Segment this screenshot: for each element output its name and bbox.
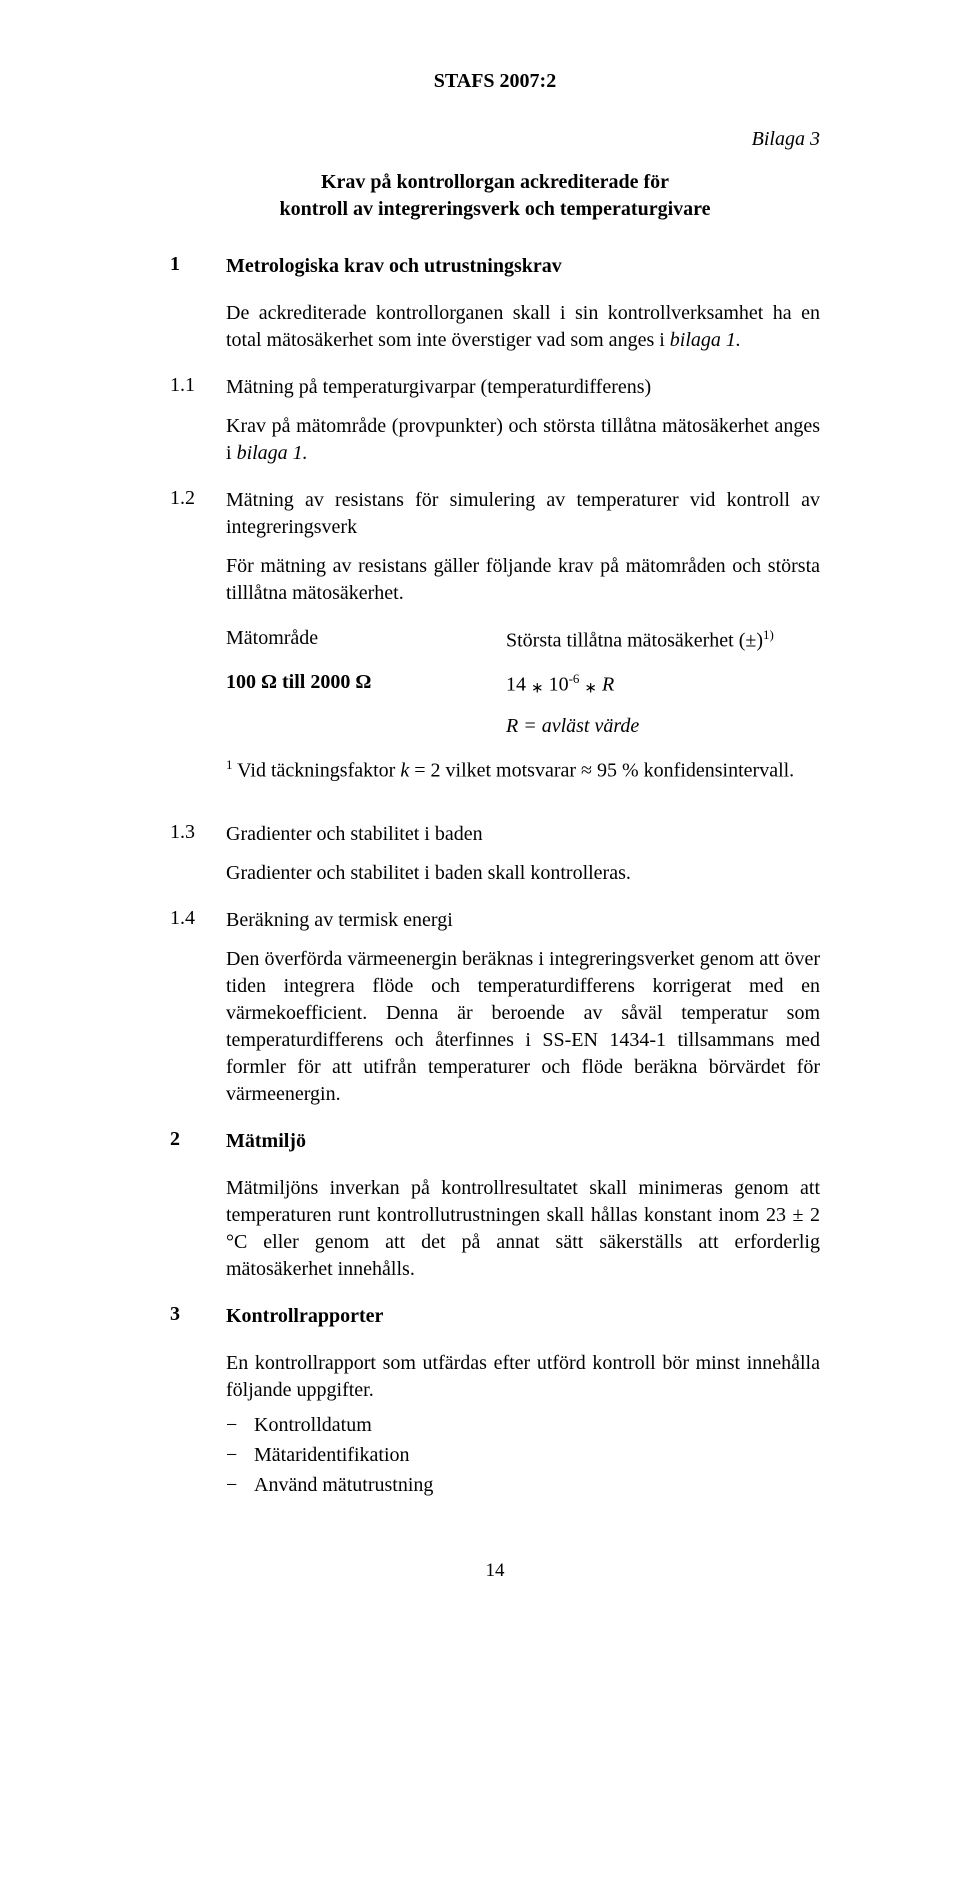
col-right-text: Största tillåtna mätosäkerhet (±) <box>506 630 763 652</box>
bullet-text: Mätaridentifikation <box>254 1440 410 1470</box>
section-1-1: 1.1 Mätning på temperaturgivarpar (tempe… <box>170 374 820 401</box>
formula-a: 14 <box>506 673 531 695</box>
section-1-intro: De ackrediterade kontrollorganen skall i… <box>226 300 820 354</box>
section-2-number: 2 <box>170 1128 226 1155</box>
document-header: STAFS 2007:2 <box>170 70 820 93</box>
bullet-dash: − <box>226 1440 254 1470</box>
section-3-number: 3 <box>170 1303 226 1330</box>
section-1-1-text: Krav på mätområde (provpunkter) och stör… <box>226 415 820 464</box>
section-1-1-heading: Mätning på temperaturgivarpar (temperatu… <box>226 374 820 401</box>
section-1-4-heading: Beräkning av termisk energi <box>226 907 820 934</box>
bullet-dash: − <box>226 1470 254 1500</box>
formula-d: R <box>597 673 614 695</box>
annex-label: Bilaga 3 <box>170 128 820 151</box>
section-1-1-number: 1.1 <box>170 374 226 401</box>
section-1-4-body: Den överförda värmeenergin beräknas i in… <box>226 946 820 1108</box>
section-3-heading: Kontrollrapporter <box>226 1303 820 1330</box>
bullet-row: −Mätaridentifikation <box>226 1440 820 1470</box>
section-1-4-number: 1.4 <box>170 907 226 934</box>
section-3-bullets: −Kontrolldatum −Mätaridentifikation −Anv… <box>226 1410 820 1500</box>
section-1-2-heading: Mätning av resistans för simulering av t… <box>226 487 820 541</box>
section-2: 2 Mätmiljö <box>170 1128 820 1155</box>
bullet-text: Kontrolldatum <box>254 1410 372 1440</box>
formula-exp: -6 <box>569 671 580 686</box>
page-number: 14 <box>170 1560 820 1582</box>
title-line-1: Krav på kontrollorgan ackrediterade för <box>170 169 820 196</box>
section-1-1-body: Krav på mätområde (provpunkter) och stör… <box>226 413 820 467</box>
measurement-formula: 14 ∗ 10-6 ∗ R <box>506 671 820 698</box>
section-1-3-number: 1.3 <box>170 821 226 848</box>
section-1-2-number: 1.2 <box>170 487 226 541</box>
bullet-row: −Kontrolldatum <box>226 1410 820 1440</box>
measurement-data-row: 100 Ω till 2000 Ω 14 ∗ 10-6 ∗ R <box>226 671 820 698</box>
section-1-number: 1 <box>170 253 226 280</box>
measurement-col-left: Mätområde <box>226 627 506 653</box>
title-line-2: kontroll av integreringsverk och tempera… <box>170 196 820 223</box>
formula-star1: ∗ <box>531 680 544 696</box>
section-3-body: En kontrollrapport som utfärdas efter ut… <box>226 1350 820 1404</box>
section-1-3-body: Gradienter och stabilitet i baden skall … <box>226 860 820 887</box>
footnote-b: = 2 vilket motsvarar ≈ 95 % konfidensint… <box>409 760 794 782</box>
section-1-heading: Metrologiska krav och utrustningskrav <box>226 253 820 280</box>
page-container: STAFS 2007:2 Bilaga 3 Krav på kontrollor… <box>0 0 960 1632</box>
footnote-k: k <box>400 760 409 782</box>
footnote-a: Vid täckningsfaktor <box>233 760 401 782</box>
section-1-intro-em: bilaga 1. <box>670 329 741 351</box>
section-1: 1 Metrologiska krav och utrustningskrav <box>170 253 820 280</box>
formula-b: 10 <box>544 673 569 695</box>
bullet-row: −Använd mätutrustning <box>226 1470 820 1500</box>
section-1-2: 1.2 Mätning av resistans för simulering … <box>170 487 820 541</box>
section-1-4: 1.4 Beräkning av termisk energi <box>170 907 820 934</box>
measurement-range: 100 Ω till 2000 Ω <box>226 671 506 698</box>
section-1-1-em: bilaga 1. <box>237 442 308 464</box>
document-title: Krav på kontrollorgan ackrediterade för … <box>170 169 820 223</box>
section-1-2-body: För mätning av resistans gäller följande… <box>226 553 820 607</box>
measurement-header-row: Mätområde Största tillåtna mätosäkerhet … <box>226 627 820 653</box>
r-definition: R = avläst värde <box>506 715 820 738</box>
measurement-r-left <box>226 715 506 738</box>
section-2-body: Mätmiljöns inverkan på kontrollresultate… <box>226 1175 820 1283</box>
measurement-col-right: Största tillåtna mätosäkerhet (±)1) <box>506 627 820 653</box>
bullet-text: Använd mätutrustning <box>254 1470 433 1500</box>
section-1-3: 1.3 Gradienter och stabilitet i baden <box>170 821 820 848</box>
section-1-3-heading: Gradienter och stabilitet i baden <box>226 821 820 848</box>
measurement-r-row: R = avläst värde <box>226 715 820 738</box>
bullet-dash: − <box>226 1410 254 1440</box>
section-3: 3 Kontrollrapporter <box>170 1303 820 1330</box>
section-2-heading: Mätmiljö <box>226 1128 820 1155</box>
footnote-1: 1 Vid täckningsfaktor k = 2 vilket motsv… <box>226 756 820 785</box>
col-right-sup: 1) <box>763 627 774 642</box>
formula-star2: ∗ <box>584 680 597 696</box>
